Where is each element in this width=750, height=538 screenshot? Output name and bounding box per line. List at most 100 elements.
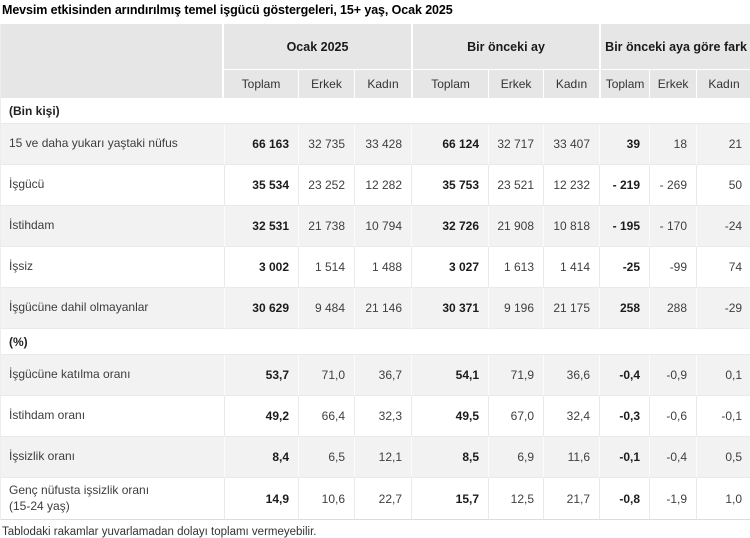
value-cell: 1 488 — [354, 247, 412, 288]
value-cell: -99 — [649, 247, 697, 288]
value-cell: 23 252 — [298, 165, 354, 206]
row-label: İstihdam — [1, 206, 224, 247]
value-cell: 30 371 — [411, 288, 489, 329]
value-cell: -0,6 — [649, 396, 697, 437]
table-row: İşgücü 35 534 23 252 12 282 35 753 23 521 12 2… — [1, 165, 750, 206]
value-cell: 21 738 — [298, 206, 354, 247]
table-row: İstihdam 32 531 21 738 10 794 32 726 21 908 10… — [1, 206, 750, 247]
value-cell: 53,7 — [224, 355, 298, 396]
value-cell: 12 232 — [543, 165, 600, 206]
value-cell: 36,7 — [354, 355, 412, 396]
value-cell: 9 484 — [298, 288, 354, 329]
value-cell: 14,9 — [224, 478, 298, 521]
value-cell: 21 175 — [543, 288, 600, 329]
row-label: İşgücüne katılma oranı — [1, 355, 224, 396]
labour-indicators-table: Ocak 2025 Bir önceki ay Bir önceki aya gör… — [0, 24, 750, 521]
column-group-header: Bir önceki ay — [411, 24, 600, 70]
corner-cell — [1, 24, 224, 98]
section-label: (%) — [1, 329, 750, 355]
value-cell: 66 124 — [411, 124, 489, 165]
row-label: İşsiz — [1, 247, 224, 288]
value-cell: 67,0 — [488, 396, 544, 437]
section-header-row: (Bin kişi) — [1, 98, 750, 124]
value-cell: 11,6 — [543, 437, 600, 478]
table-row: Genç nüfusta işsizlik oranı (15-24 yaş) 1… — [1, 478, 750, 521]
sub-column-header: Erkek — [649, 70, 697, 98]
value-cell: -29 — [696, 288, 750, 329]
sub-column-header: Toplam — [224, 70, 298, 98]
value-cell: -25 — [599, 247, 650, 288]
value-cell: 32 531 — [224, 206, 298, 247]
value-cell: - 170 — [649, 206, 697, 247]
group-header-row: Ocak 2025 Bir önceki ay Bir önceki aya gör… — [1, 24, 750, 98]
row-label: İstihdam oranı — [1, 396, 224, 437]
value-cell: 3 002 — [224, 247, 298, 288]
sub-column-header: Erkek — [488, 70, 544, 98]
value-cell: -1,9 — [649, 478, 697, 521]
value-cell: -24 — [696, 206, 750, 247]
value-cell: 32,4 — [543, 396, 600, 437]
value-cell: -0,8 — [599, 478, 650, 521]
sub-header-row: Toplam Erkek Kadın Toplam Erkek Kadın Toplam Er… — [1, 70, 750, 98]
value-cell: 32 717 — [488, 124, 544, 165]
value-cell: 35 753 — [411, 165, 489, 206]
table-row: İşgücüne katılma oranı 53,7 71,0 36,7 54,1 71… — [1, 355, 750, 396]
sub-column-header: Kadın — [354, 70, 412, 98]
table-row: İşsiz 3 002 1 514 1 488 3 027 1 613 1 414 -25 -9… — [1, 247, 750, 288]
value-cell: - 195 — [599, 206, 650, 247]
value-cell: 12 282 — [354, 165, 412, 206]
table-header: Ocak 2025 Bir önceki ay Bir önceki aya gör… — [1, 24, 750, 98]
value-cell: 21 146 — [354, 288, 412, 329]
value-cell: 12,5 — [488, 478, 544, 521]
value-cell: -0,9 — [649, 355, 697, 396]
value-cell: 0,1 — [696, 355, 750, 396]
value-cell: 21,7 — [543, 478, 600, 521]
value-cell: 288 — [649, 288, 697, 329]
section-label: (Bin kişi) — [1, 98, 750, 124]
sub-column-header: Kadın — [543, 70, 600, 98]
value-cell: 10,6 — [298, 478, 354, 521]
sub-column-header: Kadın — [696, 70, 750, 98]
table-title: Mevsim etkisinden arındırılmış temel işg… — [2, 3, 453, 17]
value-cell: -0,1 — [599, 437, 650, 478]
value-cell: 21 908 — [488, 206, 544, 247]
column-group-header: Bir önceki aya göre fark — [599, 24, 750, 70]
value-cell: 15,7 — [411, 478, 489, 521]
value-cell: 54,1 — [411, 355, 489, 396]
row-label: İşsizlik oranı — [1, 437, 224, 478]
value-cell: 18 — [649, 124, 697, 165]
table-body: (Bin kişi) 15 ve daha yukarı yaştaki nüfu… — [1, 98, 750, 521]
value-cell: 71,9 — [488, 355, 544, 396]
value-cell: 1 514 — [298, 247, 354, 288]
row-label: 15 ve daha yukarı yaştaki nüfus — [1, 124, 224, 165]
value-cell: 49,5 — [411, 396, 489, 437]
sub-column-header: Toplam — [411, 70, 489, 98]
table-row: İşgücüne dahil olmayanlar 30 629 9 484 21 1… — [1, 288, 750, 329]
value-cell: 8,5 — [411, 437, 489, 478]
value-cell: 1 414 — [543, 247, 600, 288]
value-cell: -0,1 — [696, 396, 750, 437]
sub-column-header: Erkek — [298, 70, 354, 98]
value-cell: 35 534 — [224, 165, 298, 206]
value-cell: 30 629 — [224, 288, 298, 329]
value-cell: 71,0 — [298, 355, 354, 396]
value-cell: 8,4 — [224, 437, 298, 478]
value-cell: 3 027 — [411, 247, 489, 288]
column-group-header: Ocak 2025 — [224, 24, 412, 70]
value-cell: 23 521 — [488, 165, 544, 206]
value-cell: 21 — [696, 124, 750, 165]
value-cell: 33 428 — [354, 124, 412, 165]
value-cell: 22,7 — [354, 478, 412, 521]
table-row: 15 ve daha yukarı yaştaki nüfus 66 163 32 … — [1, 124, 750, 165]
value-cell: - 219 — [599, 165, 650, 206]
value-cell: -0,4 — [599, 355, 650, 396]
value-cell: 50 — [696, 165, 750, 206]
value-cell: -0,4 — [649, 437, 697, 478]
value-cell: 49,2 — [224, 396, 298, 437]
table-row: İşsizlik oranı 8,4 6,5 12,1 8,5 6,9 11,6 -0,1 -0… — [1, 437, 750, 478]
value-cell: 6,9 — [488, 437, 544, 478]
value-cell: 32 735 — [298, 124, 354, 165]
value-cell: 1,0 — [696, 478, 750, 521]
value-cell: 32 726 — [411, 206, 489, 247]
